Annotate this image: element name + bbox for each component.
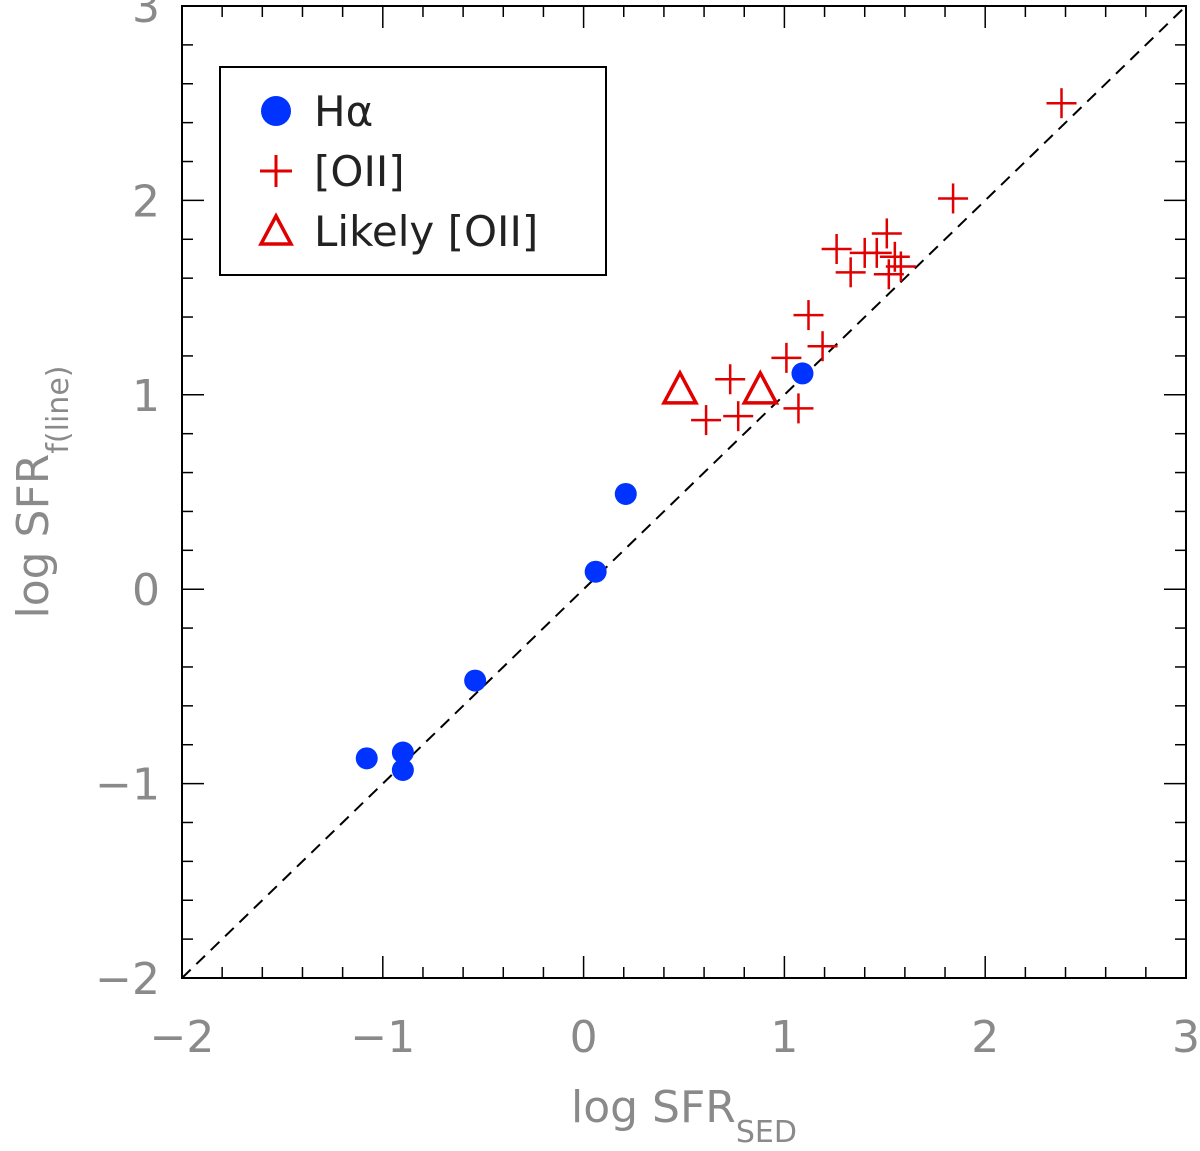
halpha-point xyxy=(614,482,637,505)
oii-point xyxy=(1046,88,1077,119)
y-tick-label: 1 xyxy=(132,371,160,422)
halpha-point xyxy=(791,362,814,385)
x-tick-label: 3 xyxy=(1172,1012,1200,1063)
oii-point xyxy=(771,342,802,373)
oii-point xyxy=(873,259,904,290)
oii-point xyxy=(723,401,754,432)
x-tick-label: −1 xyxy=(350,1012,415,1063)
y-axis-label-subscript: f(line) xyxy=(41,366,76,454)
oii-point xyxy=(783,393,814,424)
legend-label-halpha: Hα xyxy=(314,87,373,136)
y-tick-label: 0 xyxy=(132,565,160,616)
oii-point xyxy=(821,234,852,264)
likely-oii-point xyxy=(741,369,780,405)
oii-point xyxy=(835,257,866,288)
oii-point xyxy=(861,237,892,268)
one-to-one-reference-line xyxy=(181,5,1187,979)
legend-label-oii: [OII] xyxy=(314,147,405,196)
legend-marker-halpha xyxy=(261,96,291,126)
x-tick-label: 1 xyxy=(770,1012,798,1063)
halpha-point xyxy=(391,741,414,764)
halpha-point xyxy=(584,560,607,583)
oii-point xyxy=(793,300,824,331)
x-tick-label: −2 xyxy=(150,1012,215,1063)
y-tick-labels: −2 −1 0 1 2 3 xyxy=(95,0,160,1005)
x-axis-label-main: log SFR xyxy=(571,1082,736,1133)
x-tick-label: 0 xyxy=(570,1012,598,1063)
legend-label-likely-oii: Likely [OII] xyxy=(314,207,538,256)
plot-frame xyxy=(181,5,1187,979)
y-tick-label: 2 xyxy=(132,176,160,227)
oii-point xyxy=(938,183,969,214)
x-axis-label-subscript: SED xyxy=(736,1115,797,1150)
x-tick-labels: −2 −1 0 1 2 3 xyxy=(150,1012,1200,1063)
oii-point xyxy=(715,364,746,395)
y-axis-label-main: log SFR xyxy=(8,454,59,619)
halpha-point xyxy=(391,758,414,781)
legend-marker-likely-oii xyxy=(258,212,294,246)
x-axis-label: log SFRSED xyxy=(571,1082,797,1150)
oii-point xyxy=(871,218,902,249)
oii-point xyxy=(885,251,916,282)
x-tick-label: 2 xyxy=(971,1012,999,1063)
oii-point xyxy=(807,331,838,362)
legend: Hα [OII] Likely [OII] xyxy=(219,66,607,276)
legend-marker-oii xyxy=(260,155,292,187)
data-points-layer xyxy=(355,88,1077,781)
y-tick-label: −1 xyxy=(95,760,160,811)
likely-oii-point xyxy=(661,369,699,405)
y-tick-label: −2 xyxy=(95,954,160,1005)
y-tick-label: 3 xyxy=(132,0,160,33)
halpha-point xyxy=(355,747,378,770)
oii-point xyxy=(691,405,722,436)
halpha-point xyxy=(464,669,487,692)
y-axis-label: log SFRf(line) xyxy=(8,366,76,619)
